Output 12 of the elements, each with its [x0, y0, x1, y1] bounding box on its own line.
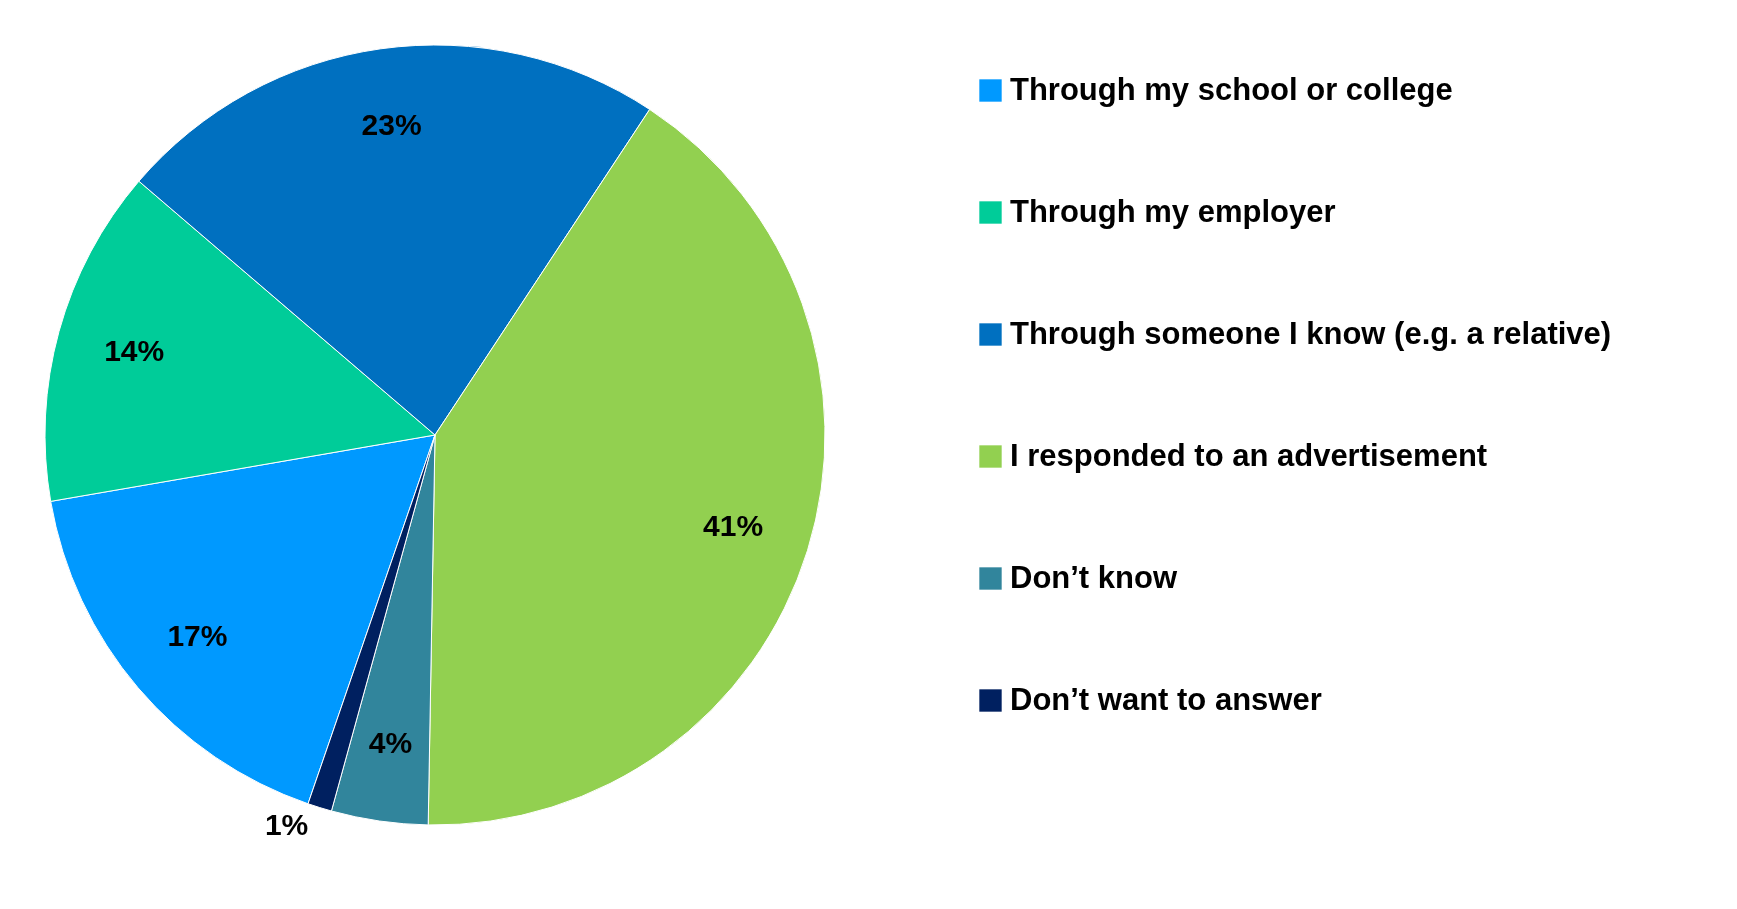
- legend-label: Through my employer: [1010, 193, 1336, 229]
- legend-label: Through someone I know (e.g. a relative): [1010, 315, 1612, 351]
- data-label: 14%: [104, 334, 165, 368]
- legend-label: Through my school or college: [1010, 71, 1453, 107]
- data-label: 41%: [703, 509, 764, 543]
- data-label: 1%: [264, 807, 309, 841]
- data-label: 17%: [167, 619, 228, 653]
- legend-label: I responded to an advertisement: [1010, 437, 1488, 473]
- legend-label: Don’t know: [1010, 559, 1178, 595]
- data-label: 23%: [361, 108, 422, 142]
- data-label: 4%: [368, 725, 413, 759]
- legend-label: Don’t want to answer: [1010, 681, 1322, 717]
